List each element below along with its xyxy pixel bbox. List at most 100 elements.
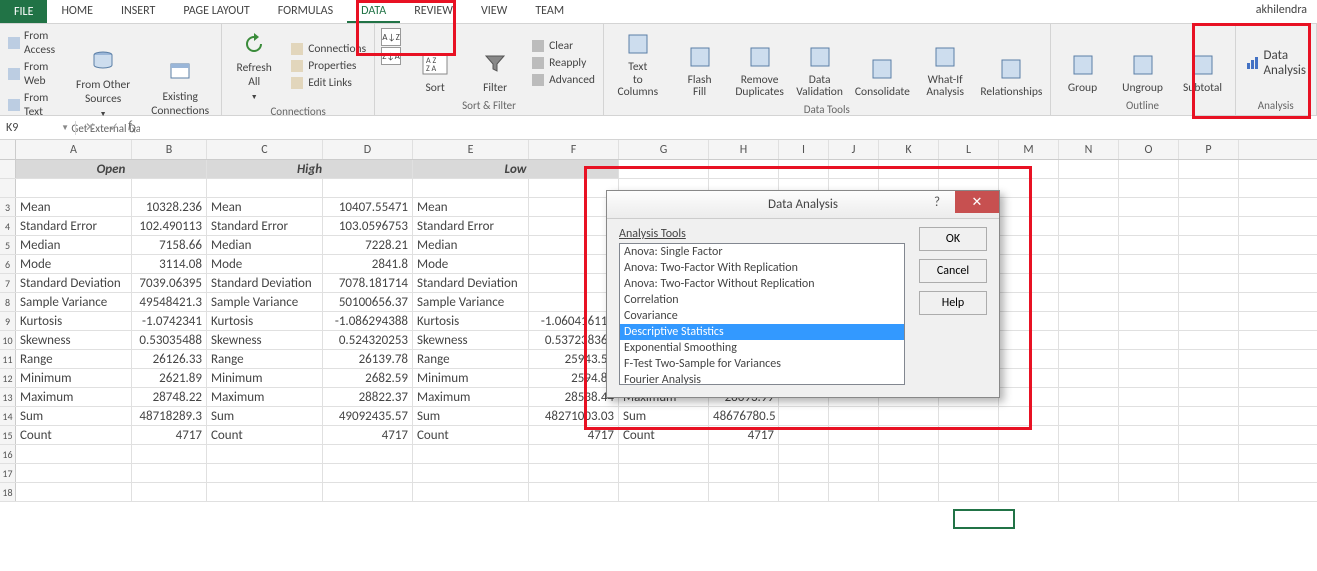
cell[interactable]: High (207, 160, 413, 178)
cell[interactable] (999, 350, 1059, 368)
cell[interactable] (16, 179, 132, 197)
cell[interactable] (413, 464, 529, 482)
cell[interactable]: 4717 (529, 426, 619, 444)
cell[interactable]: Sum (207, 407, 323, 425)
cell[interactable]: 48271003.03 (529, 407, 619, 425)
cell[interactable]: 48676780.5 (709, 407, 779, 425)
ok-button[interactable]: OK (919, 227, 987, 251)
cell[interactable] (999, 464, 1059, 482)
cell[interactable] (619, 483, 709, 501)
cell[interactable]: Skewness (207, 331, 323, 349)
cell[interactable]: Range (207, 350, 323, 368)
cell[interactable] (1179, 293, 1239, 311)
cell[interactable] (413, 483, 529, 501)
col-header-A[interactable]: A (16, 140, 132, 159)
cell[interactable]: Open (16, 160, 207, 178)
cell[interactable] (999, 483, 1059, 501)
cell[interactable] (999, 426, 1059, 444)
tab-formulas[interactable]: FORMULAS (264, 0, 347, 23)
col-header-F[interactable]: F (529, 140, 619, 159)
file-tab[interactable]: FILE (0, 0, 47, 23)
what-if-analysis-button[interactable]: What-IfAnalysis (919, 28, 971, 101)
cell[interactable] (1179, 160, 1239, 178)
col-header-D[interactable]: D (323, 140, 413, 159)
connections-button[interactable]: Connections (288, 41, 368, 57)
row-header[interactable]: 7 (0, 274, 16, 292)
cell[interactable] (1119, 236, 1179, 254)
cell[interactable] (1179, 274, 1239, 292)
row-header[interactable]: 12 (0, 369, 16, 387)
sort-asc-button[interactable]: A↓Z (381, 28, 401, 46)
properties-button[interactable]: Properties (288, 58, 368, 74)
cell[interactable] (829, 483, 879, 501)
cell[interactable] (1119, 255, 1179, 273)
cell[interactable] (999, 331, 1059, 349)
dialog-close-button[interactable]: ✕ (955, 191, 999, 213)
cell[interactable] (1179, 236, 1239, 254)
tab-insert[interactable]: INSERT (107, 0, 169, 23)
cell[interactable] (1179, 445, 1239, 463)
cell[interactable] (1059, 179, 1119, 197)
cell[interactable] (16, 464, 132, 482)
cell[interactable]: Standard Deviation (16, 274, 132, 292)
cell[interactable] (1119, 160, 1179, 178)
cell[interactable] (1059, 312, 1119, 330)
cell[interactable] (1059, 217, 1119, 235)
cell[interactable]: Minimum (16, 369, 132, 387)
cell[interactable]: Standard Error (413, 217, 529, 235)
cell[interactable] (999, 293, 1059, 311)
cell[interactable] (1179, 369, 1239, 387)
cell[interactable] (323, 179, 413, 197)
row-header[interactable]: 5 (0, 236, 16, 254)
cell[interactable]: 50100656.37 (323, 293, 413, 311)
col-header-E[interactable]: E (413, 140, 529, 159)
flash-fill-button[interactable]: FlashFill (674, 28, 726, 101)
cell[interactable] (1119, 350, 1179, 368)
col-header-I[interactable]: I (779, 140, 829, 159)
fx-icon[interactable]: fx (128, 119, 136, 135)
cell[interactable] (207, 483, 323, 501)
cell[interactable]: 49092435.57 (323, 407, 413, 425)
cell[interactable] (1059, 407, 1119, 425)
tool-item[interactable]: Descriptive Statistics (620, 324, 904, 340)
cell[interactable] (829, 445, 879, 463)
cell[interactable]: Sample Variance (16, 293, 132, 311)
cell[interactable] (999, 274, 1059, 292)
cell[interactable]: Median (207, 236, 323, 254)
cell[interactable] (1179, 407, 1239, 425)
row-header[interactable]: 16 (0, 445, 16, 463)
row-header[interactable]: 14 (0, 407, 16, 425)
existing-connections-button[interactable]: Existing Connections (145, 28, 215, 120)
row-header[interactable] (0, 160, 16, 178)
cell[interactable]: 28748.22 (132, 388, 207, 406)
cancel-button[interactable]: Cancel (919, 259, 987, 283)
cell[interactable]: 7078.181714 (323, 274, 413, 292)
cell[interactable]: Skewness (413, 331, 529, 349)
cell[interactable] (207, 179, 323, 197)
cell[interactable] (1119, 274, 1179, 292)
row-header[interactable]: 4 (0, 217, 16, 235)
row-header[interactable] (0, 179, 16, 197)
row-header[interactable]: 17 (0, 464, 16, 482)
cell[interactable]: Range (413, 350, 529, 368)
cell[interactable] (1179, 350, 1239, 368)
cell[interactable] (829, 426, 879, 444)
cell[interactable]: Standard Deviation (207, 274, 323, 292)
tab-data[interactable]: DATA (347, 0, 400, 23)
cell[interactable] (779, 464, 829, 482)
cell[interactable] (1059, 160, 1119, 178)
cell[interactable] (1119, 312, 1179, 330)
cell[interactable]: Range (16, 350, 132, 368)
cell[interactable] (323, 464, 413, 482)
cell[interactable] (1179, 179, 1239, 197)
cell[interactable]: Minimum (413, 369, 529, 387)
cell[interactable]: 26126.33 (132, 350, 207, 368)
refresh-all-button[interactable]: Refresh All ▼ (228, 28, 280, 103)
cell[interactable]: Count (16, 426, 132, 444)
cell[interactable] (779, 483, 829, 501)
cell[interactable] (829, 464, 879, 482)
col-header-B[interactable]: B (132, 140, 207, 159)
cell[interactable] (1179, 388, 1239, 406)
cell[interactable] (1119, 388, 1179, 406)
cell[interactable]: Maximum (207, 388, 323, 406)
